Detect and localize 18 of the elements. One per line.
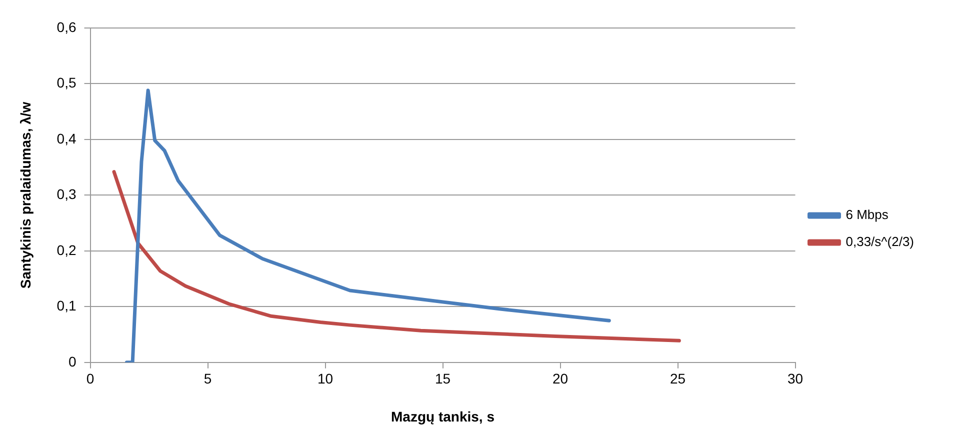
x-tick-label: 5 <box>204 370 212 387</box>
x-tick-label: 25 <box>670 370 686 387</box>
y-tick-label: 0 <box>68 353 76 370</box>
y-axis-title: Santykinis pralaidumas, λ/w <box>17 102 34 289</box>
x-tick-label: 10 <box>317 370 334 387</box>
legend-label: 0,33/s^(2/3) <box>846 234 914 250</box>
y-tick-label: 0,5 <box>56 74 76 91</box>
x-tick-label: 30 <box>787 370 804 387</box>
x-tick-label: 15 <box>434 370 451 387</box>
y-tick-label: 0,1 <box>56 298 76 314</box>
x-axis-title: Mazgų tankis, s <box>391 408 495 424</box>
y-tick-label: 0,3 <box>56 186 76 202</box>
y-tick-label: 0,2 <box>56 242 76 258</box>
y-tick-label: 0,4 <box>56 130 76 146</box>
y-tick-label: 0,6 <box>56 18 76 35</box>
x-tick-label: 20 <box>552 370 568 387</box>
legend-label: 6 Mbps <box>846 207 889 222</box>
x-tick-label: 0 <box>86 370 94 387</box>
